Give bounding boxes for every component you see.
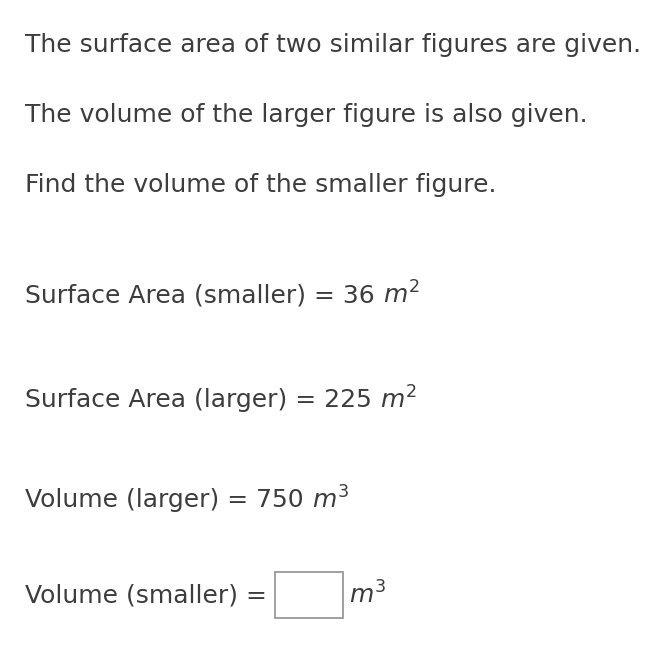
Text: The volume of the larger figure is also given.: The volume of the larger figure is also … [25,103,588,127]
Text: Surface Area (smaller) = 36: Surface Area (smaller) = 36 [25,283,383,307]
Text: The surface area of two similar figures are given.: The surface area of two similar figures … [25,33,641,57]
Text: $m^2$: $m^2$ [380,386,417,413]
Text: $m^3$: $m^3$ [349,581,386,608]
Text: Find the volume of the smaller figure.: Find the volume of the smaller figure. [25,173,497,197]
Text: Volume (larger) = 750: Volume (larger) = 750 [25,488,312,512]
Text: $m^3$: $m^3$ [312,486,349,514]
Text: Volume (smaller) =: Volume (smaller) = [25,583,275,607]
FancyBboxPatch shape [275,572,343,618]
Text: Surface Area (larger) = 225: Surface Area (larger) = 225 [25,388,380,412]
Text: $m^2$: $m^2$ [383,281,420,309]
